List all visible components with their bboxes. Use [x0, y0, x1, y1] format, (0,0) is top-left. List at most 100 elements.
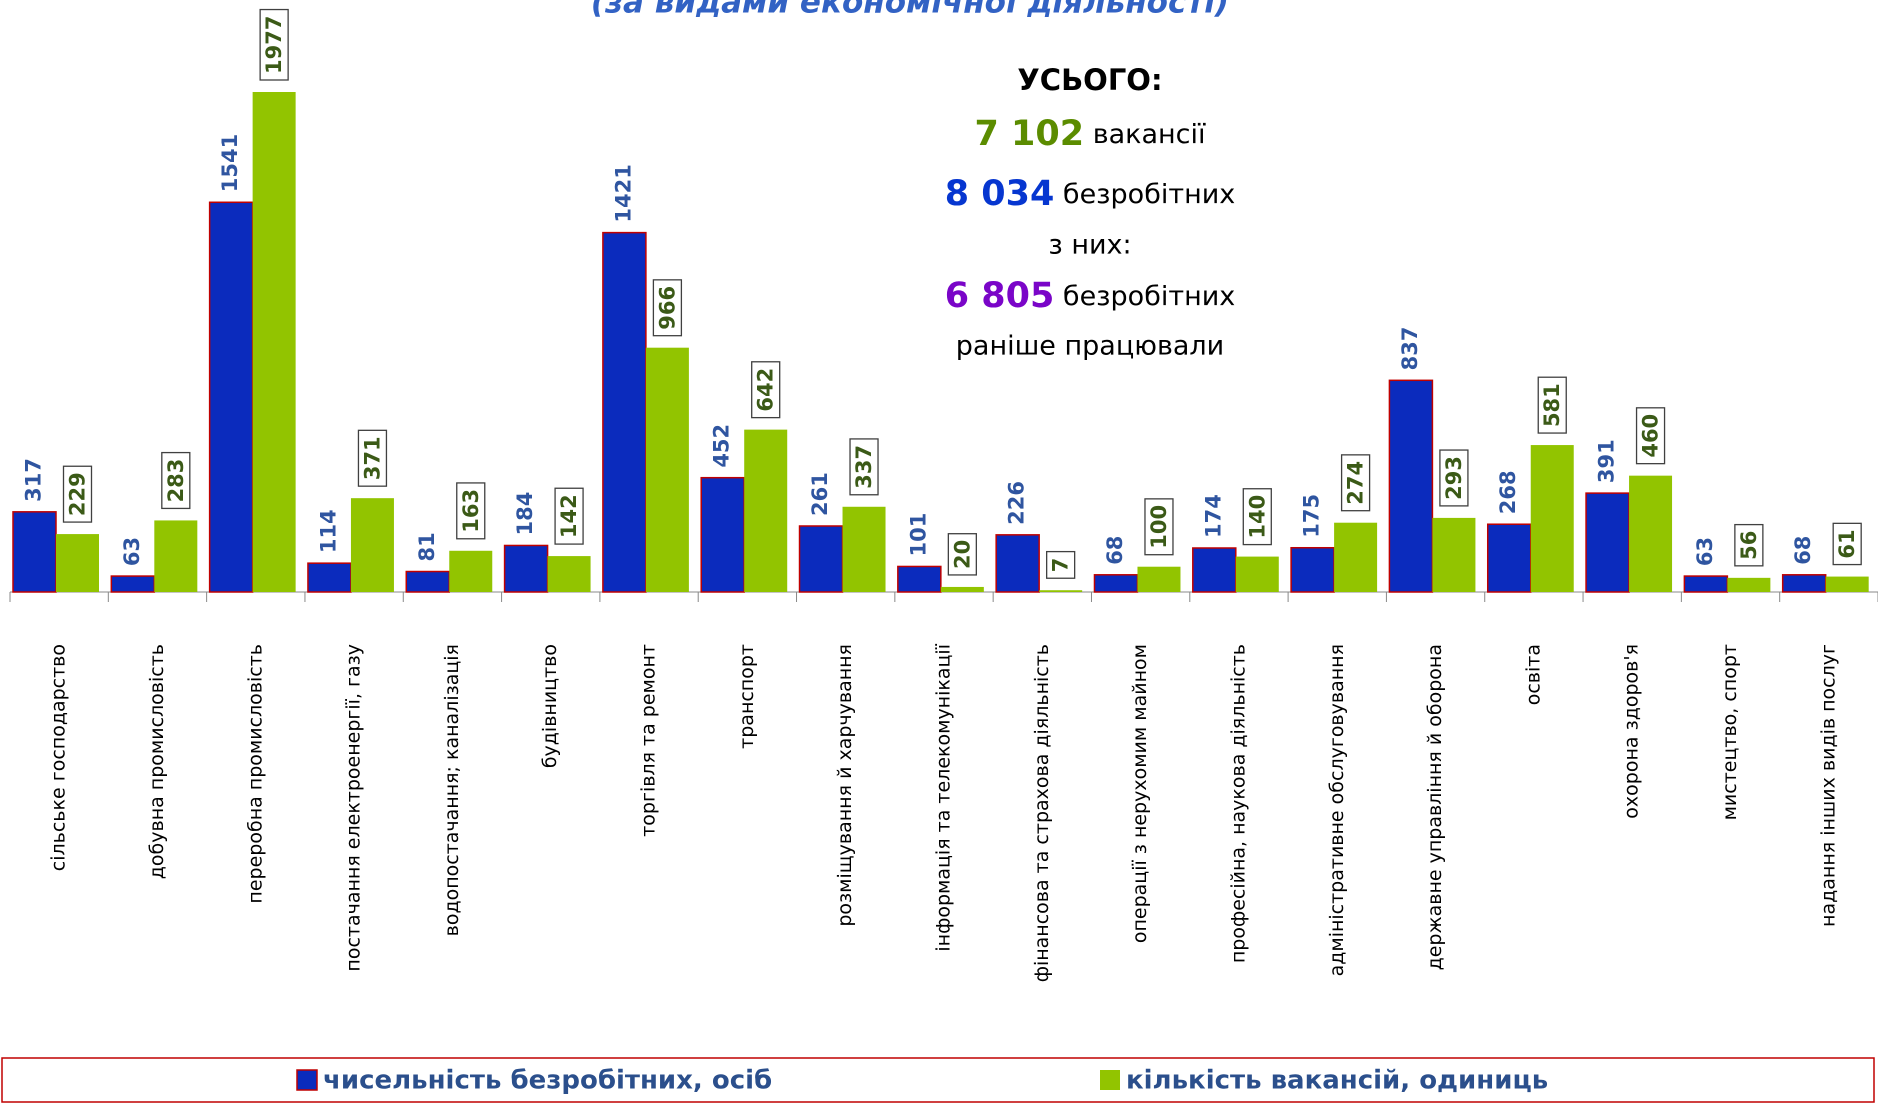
data-label-group: 337 — [849, 438, 879, 496]
data-label-box — [1832, 522, 1862, 566]
bar — [1388, 379, 1434, 593]
legend-label: кількість вакансій, одиниць — [1126, 1066, 1548, 1096]
summary-line: 7 102 вакансії — [974, 114, 1206, 154]
x-tick-label: сільське господарство — [48, 644, 70, 871]
data-label: 174 — [1201, 494, 1225, 538]
data-label: 163 — [459, 489, 483, 533]
summary-number: 7 102 — [974, 114, 1084, 154]
data-label: 140 — [1245, 495, 1269, 539]
summary-number: 6 805 — [945, 276, 1055, 316]
x-tick-label: освіта — [1522, 644, 1544, 705]
data-label-box — [1537, 376, 1567, 434]
bar — [350, 498, 394, 592]
bar — [547, 556, 591, 592]
summary-line: 6 805 безробітних — [945, 276, 1236, 316]
bar — [405, 570, 451, 593]
data-label: 268 — [1496, 470, 1520, 514]
data-label-box — [161, 451, 191, 510]
bar — [1683, 575, 1729, 593]
data-label: 274 — [1344, 461, 1368, 505]
x-tick-label: адміністративне обслуговування — [1326, 644, 1348, 976]
data-label-box — [456, 482, 486, 540]
data-label-box — [751, 361, 781, 419]
data-label-group: 642 — [751, 361, 781, 419]
bar — [700, 476, 745, 593]
data-label: 184 — [513, 492, 537, 536]
data-label-group: 7 — [1046, 550, 1076, 579]
data-label-group: 56 — [1734, 523, 1764, 567]
summary-text: вакансії — [1093, 119, 1206, 150]
bar — [995, 534, 1040, 593]
data-label-group: 966 — [652, 279, 683, 337]
data-label-box — [652, 279, 683, 337]
data-label: 56 — [1737, 531, 1761, 560]
bar — [208, 201, 254, 593]
bar — [252, 92, 296, 592]
bar — [1039, 590, 1083, 592]
x-tick-label: надання інших видів послуг — [1817, 644, 1839, 927]
bar — [1727, 577, 1771, 592]
data-label: 142 — [557, 494, 581, 538]
data-label-box — [849, 438, 879, 496]
bar — [1192, 547, 1237, 593]
x-tick-label: державне управління й оборона — [1424, 644, 1446, 970]
data-label: 20 — [950, 540, 974, 569]
bar — [1235, 556, 1279, 592]
bar — [1486, 523, 1532, 593]
bar — [449, 550, 493, 592]
bar — [1290, 546, 1335, 593]
x-tick-label: розміщування й харчування — [834, 644, 856, 927]
x-tick-label: добувна промисловість — [146, 644, 168, 879]
data-label-group: 283 — [161, 451, 191, 510]
data-label-group: 142 — [554, 487, 584, 545]
data-label: 1421 — [611, 164, 635, 222]
data-label-box — [1635, 407, 1666, 465]
data-label: 229 — [66, 472, 90, 516]
x-tick-label: транспорт — [736, 644, 758, 749]
data-label-group: 140 — [1242, 488, 1272, 546]
data-label: 966 — [655, 286, 679, 330]
summary-text: безробітних — [1063, 281, 1235, 312]
bar — [1781, 574, 1827, 593]
data-label: 61 — [1835, 529, 1859, 558]
bar — [1530, 445, 1574, 592]
data-label-group: 100 — [1144, 498, 1174, 556]
data-label-group: 229 — [62, 465, 93, 523]
x-tick-label: постачання електроенергії, газу — [343, 644, 365, 972]
data-label: 293 — [1442, 456, 1466, 500]
data-label-box — [1734, 523, 1764, 567]
data-label: 581 — [1540, 383, 1564, 427]
data-label-group: 274 — [1340, 454, 1371, 512]
bar — [897, 565, 942, 593]
bar — [1825, 576, 1869, 592]
data-label: 63 — [1693, 537, 1717, 566]
data-label-box — [1340, 454, 1371, 512]
bar — [1093, 574, 1139, 593]
chart-subtitle: (за видами економічної діяльності) — [591, 0, 1229, 21]
x-tick-label: торгівля та ремонт — [638, 644, 660, 837]
x-tick-label: водопостачання; каналізація — [441, 644, 463, 936]
data-label-box — [62, 465, 93, 523]
data-label: 226 — [1005, 481, 1029, 525]
data-label: 317 — [22, 458, 46, 502]
data-label-box — [1046, 550, 1076, 579]
data-label: 100 — [1147, 505, 1171, 549]
bar — [940, 586, 984, 592]
bar — [1432, 517, 1476, 592]
data-label-group: 371 — [357, 429, 388, 487]
bar — [1137, 566, 1181, 592]
bar — [12, 511, 57, 593]
data-label: 391 — [1595, 439, 1619, 483]
legend-swatch — [296, 1069, 318, 1091]
data-label: 261 — [808, 472, 832, 516]
x-tick-label: охорона здоров'я — [1621, 644, 1643, 819]
data-label: 7 — [1049, 558, 1073, 573]
data-label-group: 460 — [1635, 407, 1666, 465]
bar — [602, 231, 647, 593]
bar — [842, 506, 886, 592]
data-label: 68 — [1791, 536, 1815, 565]
x-tick-label: інформація та телекомунікації — [933, 643, 955, 951]
data-label: 68 — [1103, 536, 1127, 565]
data-label: 81 — [415, 532, 439, 561]
